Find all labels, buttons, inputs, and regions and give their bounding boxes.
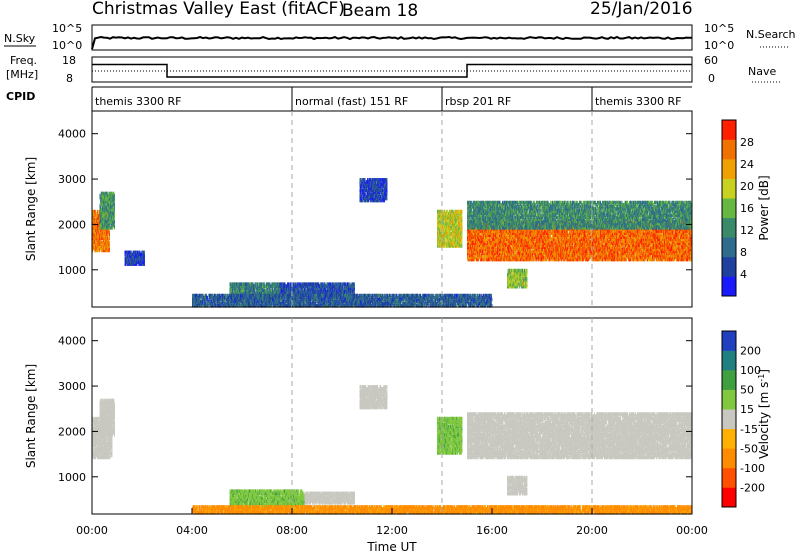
cpid-segment-label: normal (fast) 151 RF xyxy=(295,95,408,108)
scatter-cell xyxy=(109,241,110,245)
noise-tick-top-left: 10^5 xyxy=(52,22,82,35)
scatter-cell xyxy=(258,282,259,286)
scatter-cell xyxy=(131,251,132,255)
freq-tick-high: 18 xyxy=(62,54,76,67)
nave-label: Nave xyxy=(748,65,776,78)
scatter-cell xyxy=(265,284,266,288)
scatter-cell xyxy=(114,194,115,198)
scatter-cell xyxy=(95,210,96,214)
scatter-cell xyxy=(108,236,109,240)
scatter-cell xyxy=(114,220,115,224)
radar-summary-figure: Christmas Valley East (fitACF) Beam 18 2… xyxy=(0,0,800,554)
noise-series-line xyxy=(92,37,692,49)
scatter-cell xyxy=(109,230,110,234)
scatter-cell xyxy=(97,210,98,214)
cpid-segment-label: rbsp 201 RF xyxy=(445,95,511,108)
date-label: 25/Jan/2016 xyxy=(590,0,693,19)
noise-tick-top-right: 10^5 xyxy=(704,22,734,35)
scatter-cell xyxy=(144,251,145,255)
cpid-panel: CPID themis 3300 RF normal (fast) 151 RF r… xyxy=(6,87,692,111)
nave-tick-low: 0 xyxy=(708,72,715,85)
freq-label-top: Freq. xyxy=(10,54,37,67)
noise-right-label: N.Search xyxy=(746,28,796,41)
noise-tick-bottom-right: 10^0 xyxy=(704,39,734,52)
nave-tick-high: 60 xyxy=(704,54,718,67)
frequency-panel: Freq. [MHz] 18 8 60 0 Nave xyxy=(6,54,782,85)
scatter-cell xyxy=(101,236,102,240)
noise-tick-bottom-left: 10^0 xyxy=(52,39,82,52)
noise-left-label: N.Sky xyxy=(4,32,36,45)
freq-label-bottom: [MHz] xyxy=(6,68,38,81)
scatter-cell xyxy=(106,214,107,218)
cpid-segment-label: themis 3300 RF xyxy=(95,95,182,108)
cpid-segment-label: themis 3300 RF xyxy=(595,95,682,108)
beam-label: Beam 18 xyxy=(342,1,418,21)
cpid-label: CPID xyxy=(6,90,35,103)
noise-panel: N.Sky N.Search 10^5 10^0 10^5 10^0 xyxy=(4,22,796,52)
radar-title: Christmas Valley East (fitACF) xyxy=(92,0,345,19)
freq-tick-low: 8 xyxy=(66,72,73,85)
